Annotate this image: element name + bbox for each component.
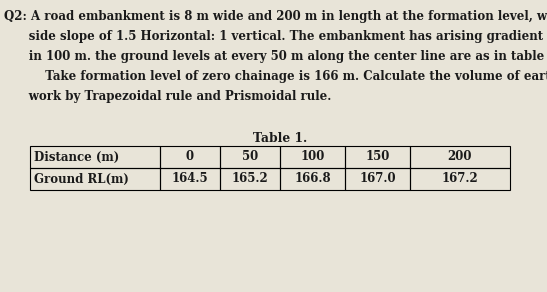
Text: 50: 50: [242, 150, 258, 164]
Text: 200: 200: [448, 150, 472, 164]
Text: Ground RL(m): Ground RL(m): [34, 173, 129, 185]
Text: side slope of 1.5 Horizontal: 1 vertical. The embankment has arising gradient of: side slope of 1.5 Horizontal: 1 vertical…: [4, 30, 547, 43]
Bar: [160, 146, 220, 168]
Text: 164.5: 164.5: [172, 173, 208, 185]
Text: 167.0: 167.0: [359, 173, 396, 185]
Bar: [280, 146, 345, 168]
Text: 165.2: 165.2: [231, 173, 269, 185]
Text: work by Trapezoidal rule and Prismoidal rule.: work by Trapezoidal rule and Prismoidal …: [4, 90, 331, 103]
Text: Distance (m): Distance (m): [34, 150, 119, 164]
Bar: [220, 168, 280, 190]
Text: Q2: A road embankment is 8 m wide and 200 m in length at the formation level, wi: Q2: A road embankment is 8 m wide and 20…: [4, 10, 547, 23]
Text: 150: 150: [365, 150, 389, 164]
Bar: [345, 146, 410, 168]
Bar: [410, 168, 510, 190]
Text: 100: 100: [300, 150, 325, 164]
Bar: [280, 168, 345, 190]
Bar: [30, 168, 160, 190]
Text: Take formation level of zero chainage is 166 m. Calculate the volume of earth: Take formation level of zero chainage is…: [4, 70, 547, 83]
Text: 166.8: 166.8: [294, 173, 331, 185]
Text: 0: 0: [186, 150, 194, 164]
Bar: [220, 146, 280, 168]
Bar: [410, 146, 510, 168]
Text: Table 1.: Table 1.: [253, 132, 307, 145]
Bar: [30, 146, 160, 168]
Bar: [160, 168, 220, 190]
Bar: [345, 168, 410, 190]
Text: in 100 m. the ground levels at every 50 m along the center line are as in table : in 100 m. the ground levels at every 50 …: [4, 50, 547, 63]
Text: 167.2: 167.2: [441, 173, 479, 185]
